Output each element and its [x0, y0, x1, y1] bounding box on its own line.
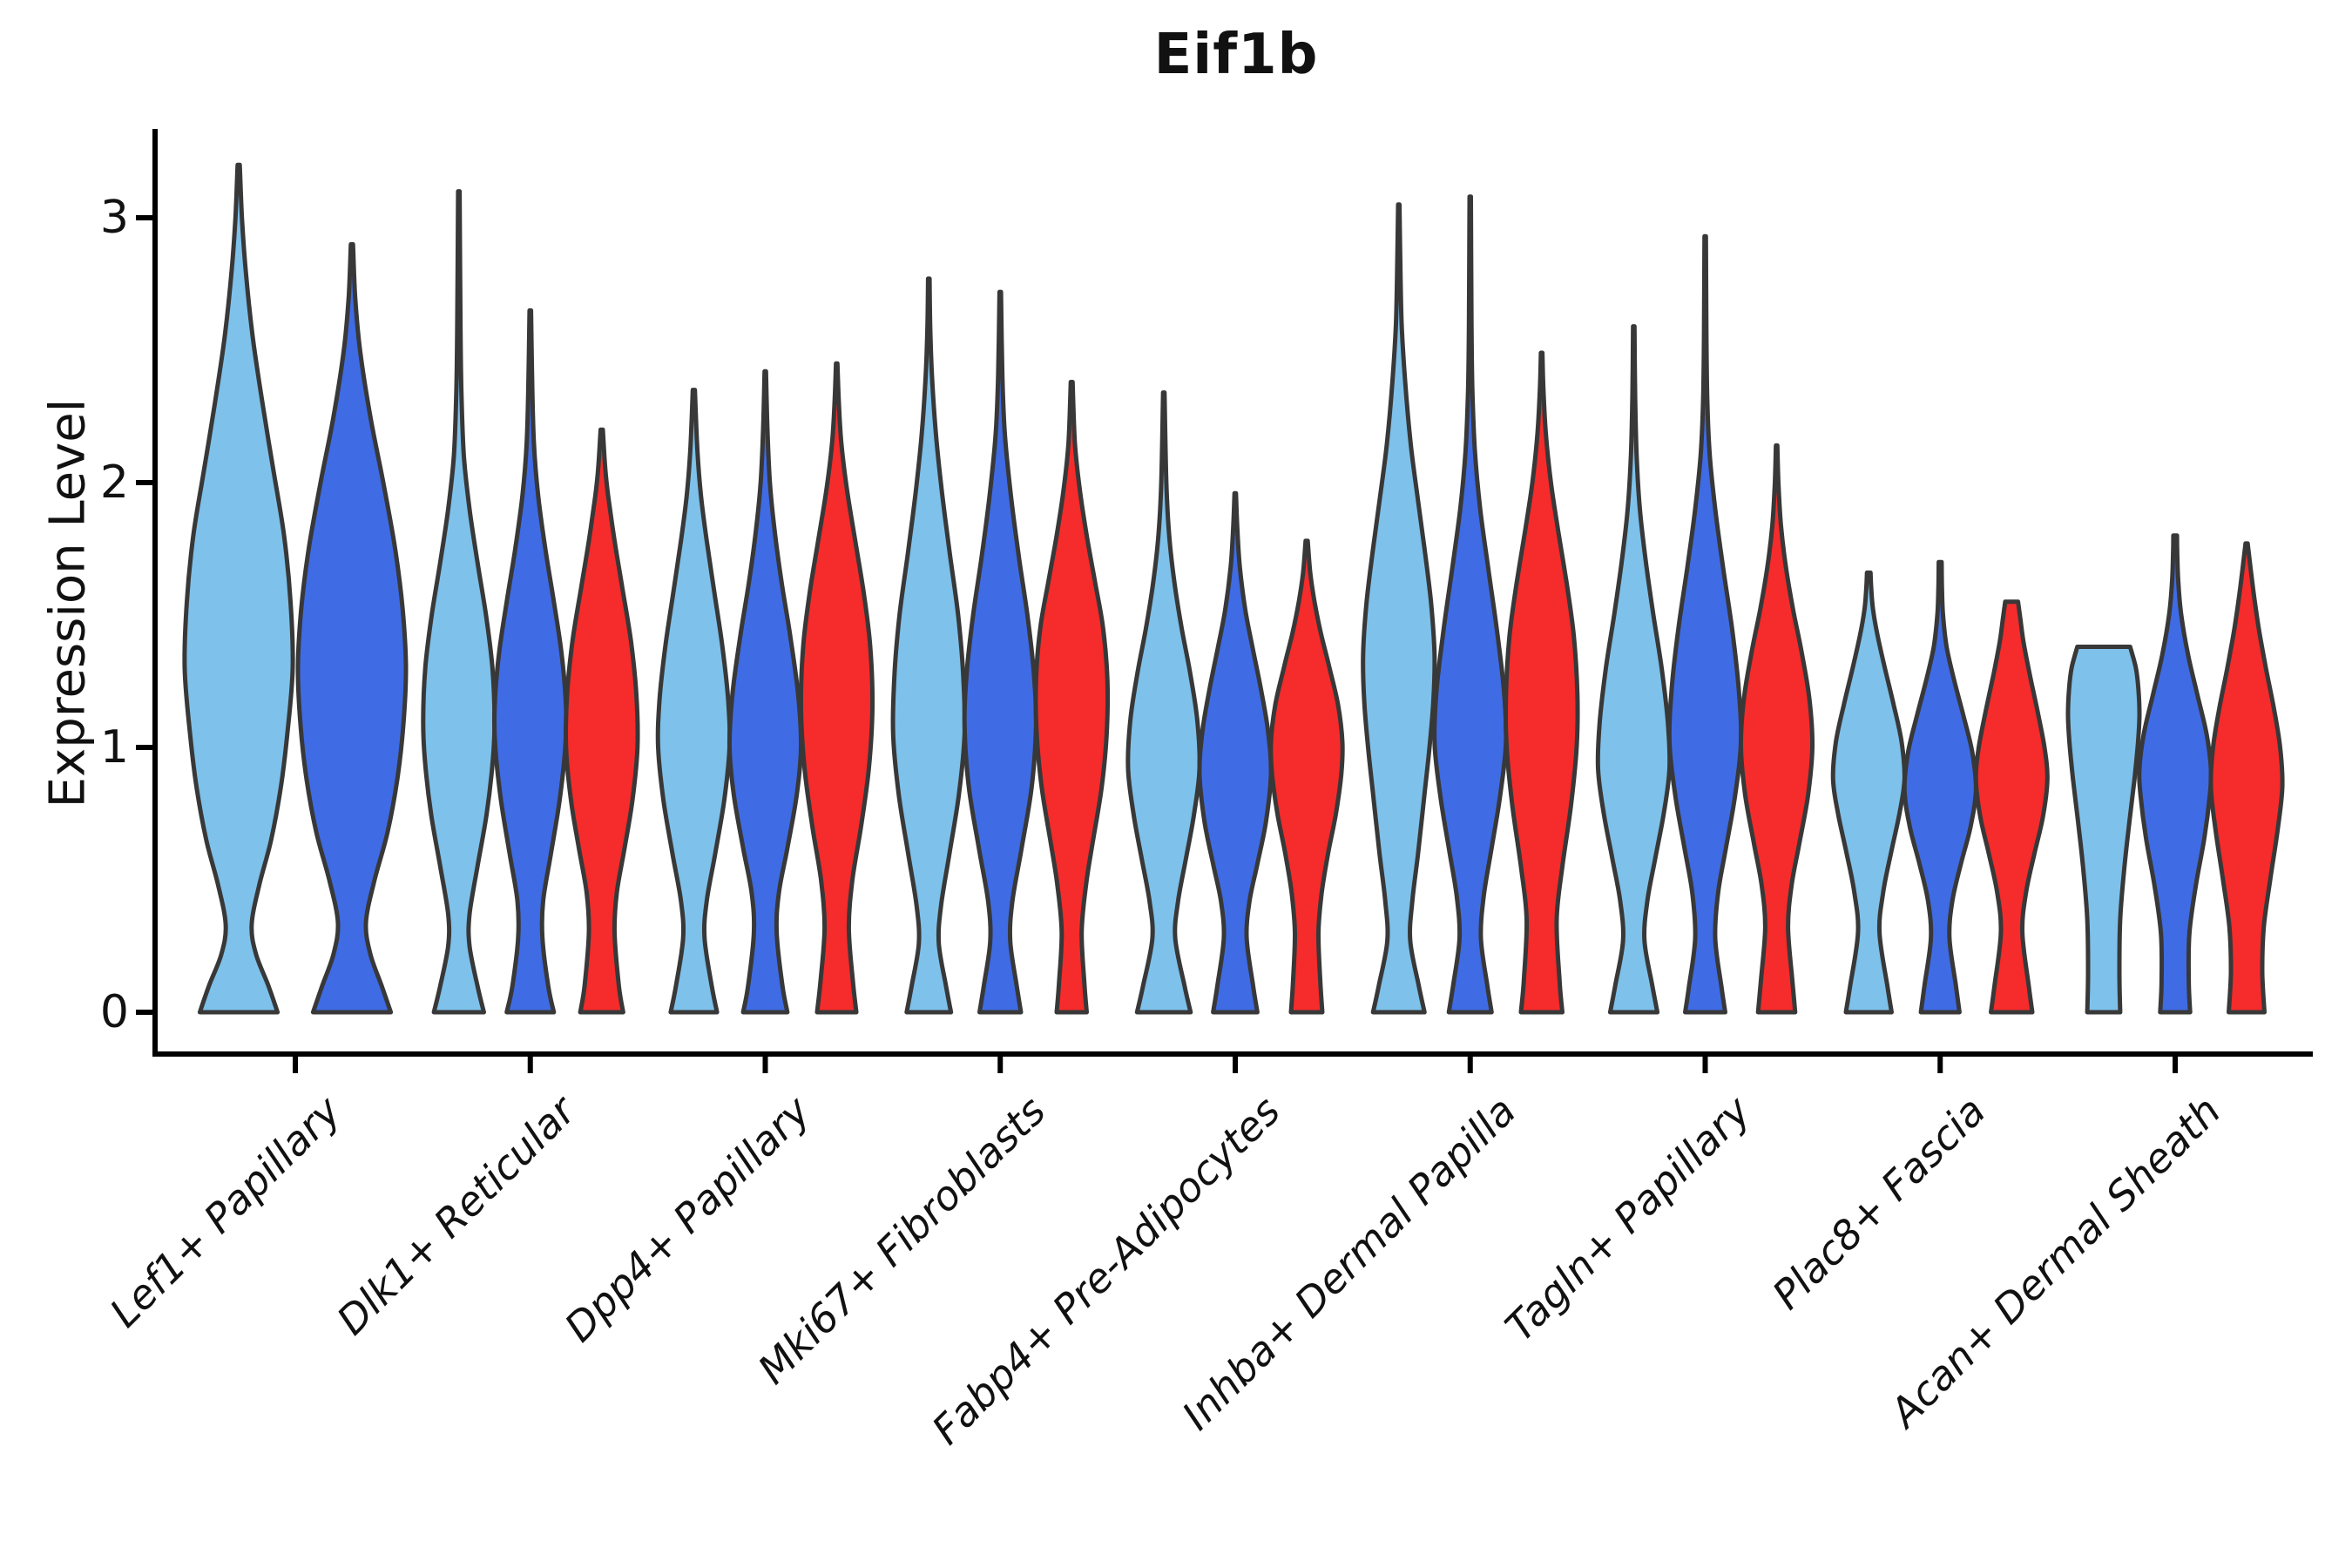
violin — [2065, 645, 2142, 1015]
y-tick-label: 0 — [99, 986, 129, 1038]
violin — [563, 427, 640, 1015]
violin — [1197, 490, 1274, 1015]
violin — [1268, 538, 1345, 1015]
violin — [1432, 194, 1509, 1015]
plot-title: Eif1b — [1153, 23, 1319, 87]
violin — [727, 368, 804, 1015]
violin — [1902, 559, 1978, 1015]
violin — [1033, 380, 1111, 1015]
y-tick-label: 2 — [99, 456, 129, 509]
violin — [1738, 443, 1815, 1015]
y-tick-label: 3 — [99, 192, 129, 244]
violin — [1125, 390, 1202, 1015]
violin — [1361, 202, 1437, 1015]
violin — [798, 361, 875, 1015]
violin — [491, 308, 569, 1015]
violin — [1595, 324, 1673, 1015]
violin — [295, 241, 409, 1015]
violin — [1973, 599, 2050, 1015]
violin — [2208, 541, 2285, 1015]
violin — [182, 162, 295, 1015]
violin — [890, 276, 968, 1015]
violin — [655, 388, 733, 1015]
violin — [421, 189, 497, 1015]
y-axis-label: Expression Level — [39, 398, 97, 808]
violin — [962, 289, 1038, 1015]
violin — [1503, 350, 1580, 1015]
violin — [1666, 233, 1744, 1015]
y-tick-label: 1 — [99, 721, 129, 774]
violin — [2137, 533, 2213, 1015]
violin — [1830, 570, 1907, 1015]
